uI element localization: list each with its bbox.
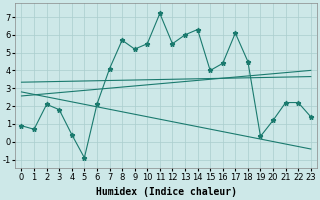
X-axis label: Humidex (Indice chaleur): Humidex (Indice chaleur) <box>96 187 236 197</box>
